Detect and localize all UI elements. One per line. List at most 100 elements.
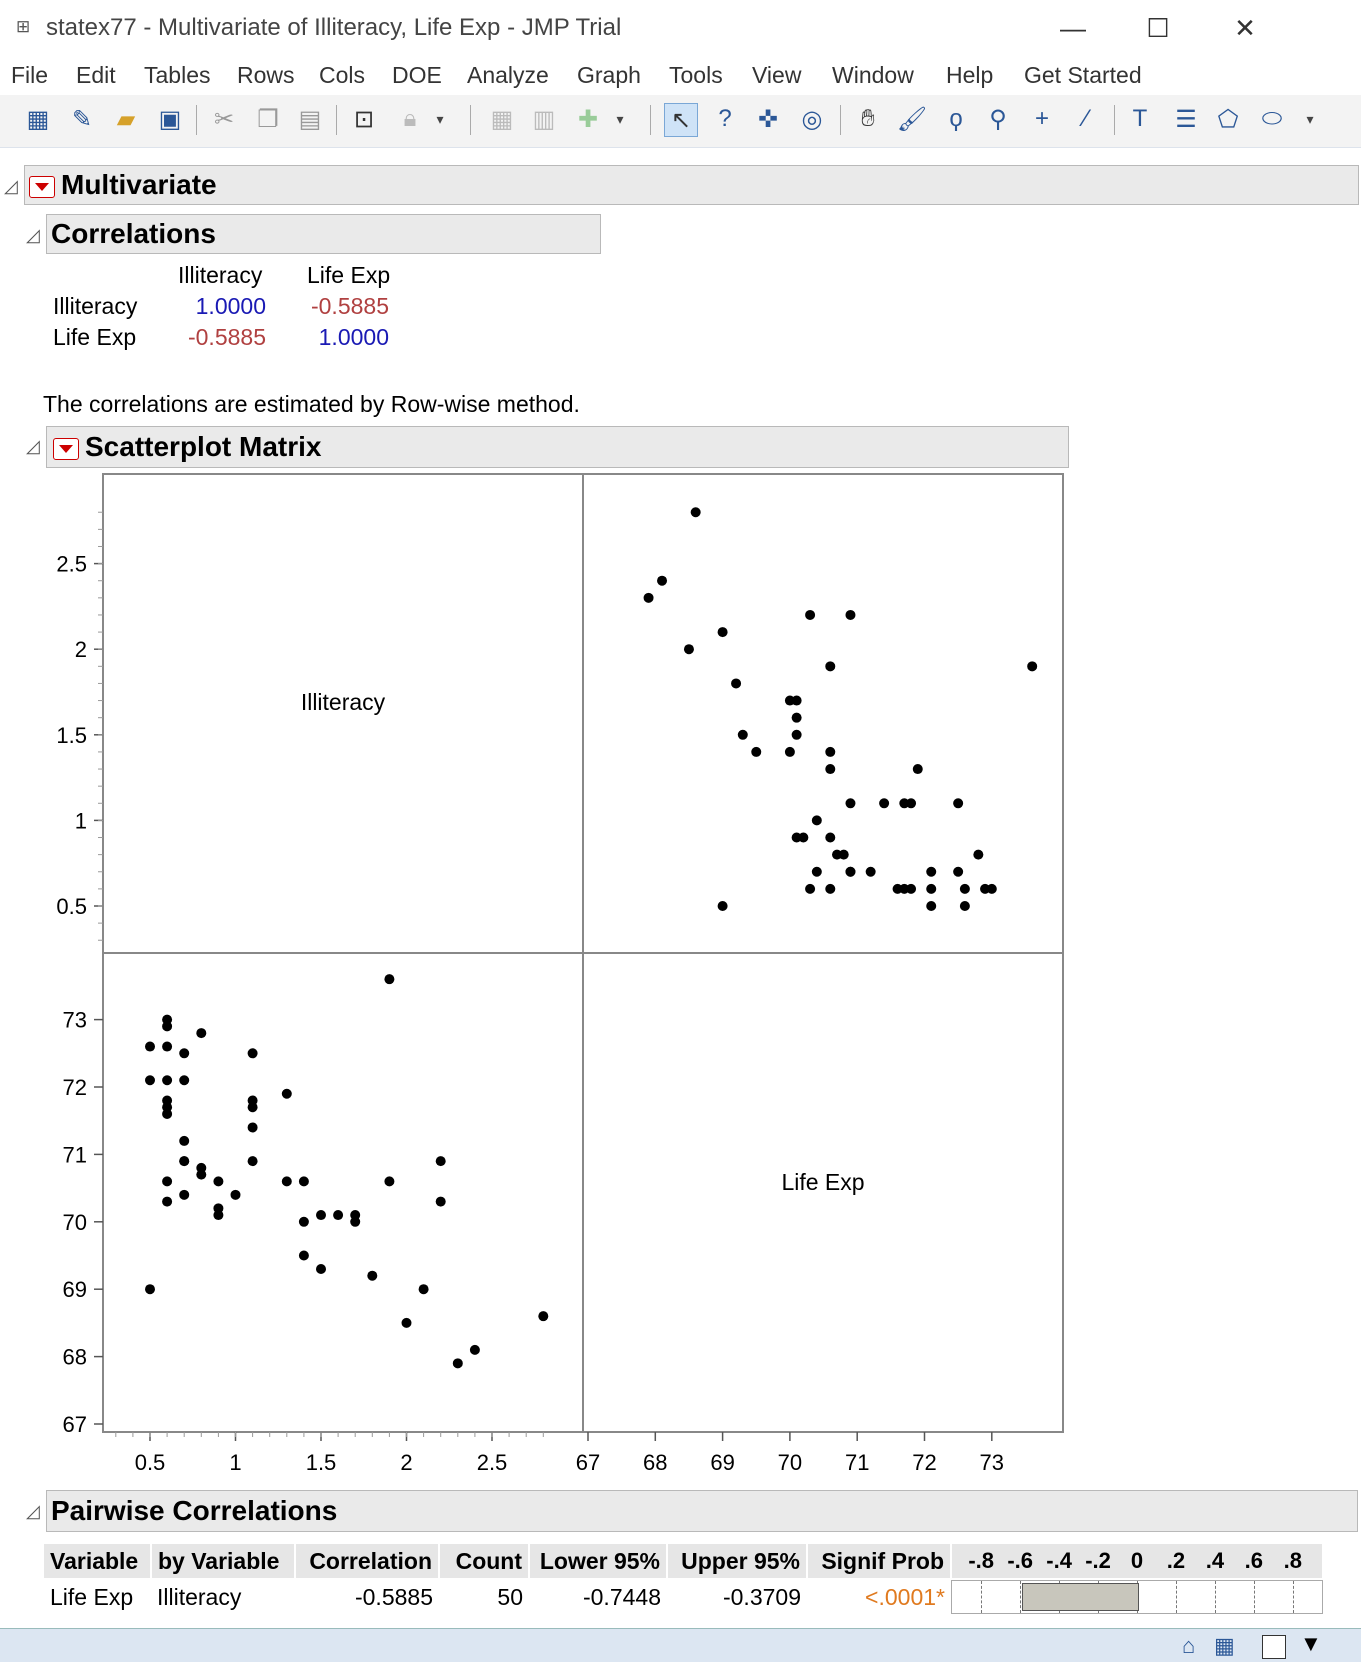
scatter-point xyxy=(179,1156,190,1167)
scatter-point xyxy=(731,678,742,689)
hand-icon[interactable]: ✋︎ xyxy=(861,105,875,132)
scatter-point xyxy=(926,866,937,877)
disclosure-icon[interactable]: ◿ xyxy=(26,225,40,245)
menu-help[interactable]: Help xyxy=(946,62,994,88)
scatter-point xyxy=(717,901,728,911)
new-data-table-icon[interactable]: ▦ xyxy=(26,105,50,133)
y-tick-label: 71 xyxy=(63,1142,87,1167)
cell-signif-prob: <.0001* xyxy=(865,1583,945,1610)
overflow-icon[interactable]: ▾ xyxy=(616,110,624,127)
bar-gridline xyxy=(981,1581,983,1613)
magnifier-icon[interactable]: ⚲ xyxy=(989,105,1007,133)
scatterplot-matrix-header[interactable]: Scatterplot Matrix xyxy=(46,426,1069,468)
points-illiteracy-vs-lifeexp xyxy=(145,974,549,1369)
correlations-header[interactable]: Correlations xyxy=(46,214,601,254)
paste-icon[interactable]: ▤ xyxy=(298,105,322,133)
multivariate-header[interactable]: Multivariate xyxy=(24,165,1359,205)
polygon-icon[interactable]: ⬠ xyxy=(1217,105,1239,133)
open-icon[interactable]: ▰ xyxy=(116,105,136,133)
x-tick-label: 69 xyxy=(710,1450,734,1475)
menu-tools[interactable]: Tools xyxy=(669,62,723,88)
menu-analyze[interactable]: Analyze xyxy=(467,62,549,88)
scatterplot-matrix[interactable]: Illiteracy Life Exp 2.5 2 1.5 1 0.5 73 72 71 70 6… xyxy=(0,458,1100,1654)
scatter-point xyxy=(791,729,802,740)
menu-graph[interactable]: Graph xyxy=(577,62,641,88)
data-table-view-icon[interactable]: ▦ xyxy=(490,105,514,133)
target-icon[interactable]: ◎ xyxy=(801,105,823,133)
script-editor-icon[interactable]: ⊡ xyxy=(353,105,375,133)
scatter-point xyxy=(247,1122,258,1133)
bar-axis-label: -.2 xyxy=(1085,1548,1111,1573)
x-tick-label: 70 xyxy=(778,1450,802,1475)
ellipse-icon[interactable]: ⬭ xyxy=(1261,105,1283,132)
menu-file[interactable]: File xyxy=(11,62,49,88)
multivariate-title: Multivariate xyxy=(61,169,217,200)
simple-shape-icon[interactable]: ☰ xyxy=(1175,105,1197,133)
scatter-point xyxy=(912,764,923,775)
disclosure-icon[interactable]: ◿ xyxy=(4,176,18,196)
split-icon[interactable]: ▥ xyxy=(532,105,556,133)
menu-doe[interactable]: DOE xyxy=(392,62,442,88)
x-tick-label: 0.5 xyxy=(135,1450,166,1475)
y-tick-label: 2.5 xyxy=(56,552,87,577)
correlations-title: Correlations xyxy=(51,218,216,249)
overflow-icon[interactable]: ▾ xyxy=(1306,110,1314,127)
minimize-button[interactable]: — xyxy=(1060,13,1086,43)
x-tick-label: 68 xyxy=(643,1450,667,1475)
line-icon[interactable]: ⁄ xyxy=(1083,105,1088,132)
plus-icon[interactable]: + xyxy=(1034,105,1049,132)
cell-correlation: -0.5885 xyxy=(354,1583,433,1610)
menu-get-started[interactable]: Get Started xyxy=(1024,62,1142,88)
data-table-list-icon[interactable]: ▦ xyxy=(1214,1633,1235,1658)
window-toggle-icon[interactable] xyxy=(1262,1635,1286,1659)
cut-icon[interactable]: ✂ xyxy=(213,105,235,133)
scatter-point xyxy=(906,798,917,809)
add-icon[interactable]: ✚ xyxy=(577,105,599,133)
lasso-icon[interactable]: ϙ xyxy=(949,105,963,132)
new-script-icon[interactable]: ✎ xyxy=(71,105,93,133)
scatter-point xyxy=(162,1176,173,1187)
menu-window[interactable]: Window xyxy=(832,62,914,88)
menu-rows[interactable]: Rows xyxy=(237,62,295,88)
red-triangle-menu-icon[interactable] xyxy=(53,437,79,460)
points-lifeexp-vs-illiteracy xyxy=(643,507,1038,911)
crosshair-icon[interactable]: ✜ xyxy=(757,105,779,133)
scatter-point xyxy=(333,1210,344,1221)
scatter-point xyxy=(179,1048,190,1059)
menu-cols[interactable]: Cols xyxy=(319,62,366,88)
scatter-point xyxy=(281,1088,292,1099)
menu-tables[interactable]: Tables xyxy=(144,62,211,88)
scatter-point xyxy=(162,1014,173,1025)
menu-edit[interactable]: Edit xyxy=(76,62,116,88)
help-icon[interactable]: ? xyxy=(718,105,732,132)
brush-icon[interactable]: 🖌︎ xyxy=(896,105,928,133)
table-row[interactable]: Life Exp Illiteracy -0.5885 50 -0.7448 -… xyxy=(44,1578,1323,1616)
home-icon[interactable]: ⌂ xyxy=(1182,1633,1196,1658)
scatter-point xyxy=(1027,661,1038,672)
cell-label-illiteracy: Illiteracy xyxy=(301,689,386,715)
toolbar: ▦ ✎ ▰ ▣ ✂ ❐ ▤ ⊡ 🔒︎ ▾ ▦ ▥ ✚ ▾ ↖ ? ✜ ◎ ✋︎ … xyxy=(0,95,1361,149)
scatter-point xyxy=(845,866,856,877)
arrow-icon[interactable]: ↖ xyxy=(664,103,698,137)
save-icon[interactable]: ▣ xyxy=(158,105,182,133)
scatter-point xyxy=(401,1317,412,1328)
scatter-point xyxy=(384,974,395,985)
copy-icon[interactable]: ❐ xyxy=(257,105,279,133)
overflow-icon[interactable]: ▾ xyxy=(436,110,444,127)
status-menu-icon[interactable]: ▼ xyxy=(1300,1631,1322,1656)
red-triangle-menu-icon[interactable] xyxy=(29,175,55,198)
maximize-button[interactable]: ☐ xyxy=(1146,13,1170,43)
lock-icon[interactable]: 🔒︎ xyxy=(403,105,417,132)
scatter-point xyxy=(825,764,836,775)
corr-col-header: Illiteracy xyxy=(178,262,263,288)
disclosure-icon[interactable]: ◿ xyxy=(26,1501,40,1521)
pairwise-header[interactable]: Pairwise Correlations xyxy=(46,1490,1358,1532)
scatter-point xyxy=(196,1162,207,1173)
bar-gridline xyxy=(1020,1581,1022,1613)
disclosure-icon[interactable]: ◿ xyxy=(26,436,40,456)
annotate-icon[interactable]: T xyxy=(1132,105,1148,132)
scatter-point xyxy=(845,609,856,620)
menu-view[interactable]: View xyxy=(752,62,802,88)
close-button[interactable]: ✕ xyxy=(1234,13,1256,43)
col-by-variable: by Variable xyxy=(151,1544,296,1578)
